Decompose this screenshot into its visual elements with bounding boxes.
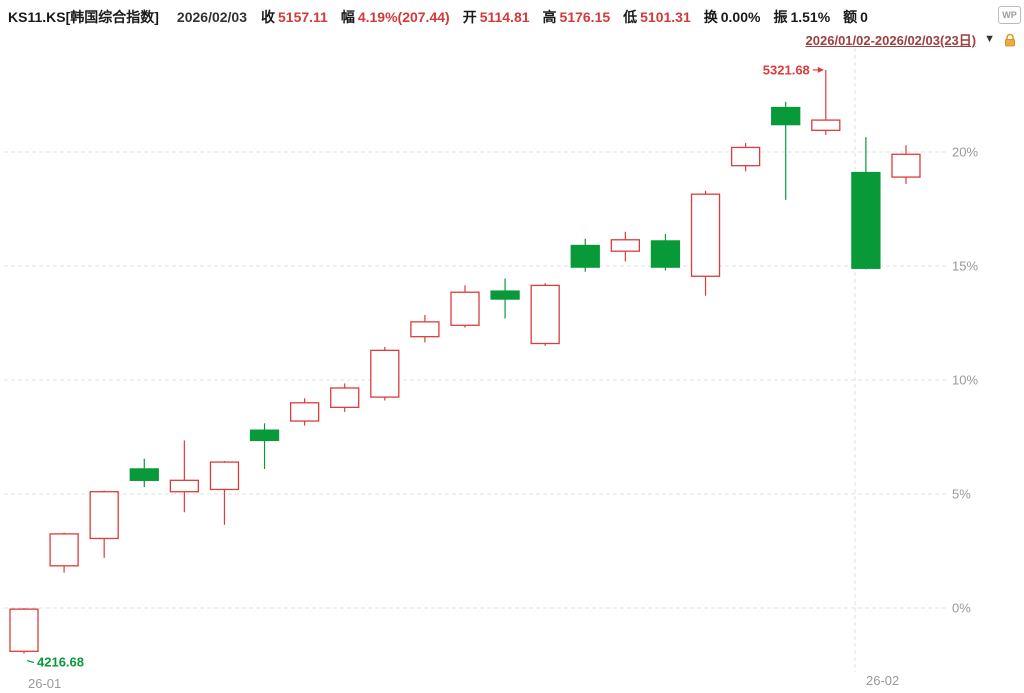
svg-text:0%: 0% — [952, 601, 971, 616]
quote-field-高: 高 5176.15 — [542, 9, 611, 25]
quote-field-幅: 幅 4.19%(207.44) — [340, 9, 450, 25]
quote-field-收: 收 5157.11 — [261, 9, 328, 25]
svg-text:26-02: 26-02 — [866, 673, 899, 688]
quote-fields: 收 5157.11 幅 4.19%(207.44) 开 5114.81 高 5176.15 低 5… — [261, 9, 881, 25]
svg-text:20%: 20% — [952, 145, 978, 160]
svg-text:15%: 15% — [952, 259, 978, 274]
quote-field-换: 换 0.00% — [703, 9, 761, 25]
svg-text:26-01: 26-01 — [28, 676, 61, 691]
svg-text:10%: 10% — [952, 373, 978, 388]
quote-field-开: 开 5114.81 — [462, 9, 530, 25]
range-row: 2026/01/02-2026/02/03(23日) ▼ — [806, 30, 1017, 49]
chevron-down-icon[interactable]: ▼ — [984, 33, 995, 45]
svg-text:5321.68: 5321.68 — [763, 62, 810, 77]
date-range-link[interactable]: 2026/01/02-2026/02/03(23日) — [805, 33, 977, 48]
svg-text:4216.68: 4216.68 — [37, 655, 84, 670]
lock-icon[interactable] — [1003, 33, 1017, 47]
svg-text:5%: 5% — [952, 487, 971, 502]
symbol-title: KS11.KS[韩国综合指数] — [8, 9, 159, 25]
quote-date: 2026/02/03 — [176, 9, 247, 25]
quote-field-振: 振 1.51% — [773, 9, 831, 25]
quote-field-低: 低 5101.31 — [623, 9, 691, 25]
quote-bar: KS11.KS[韩国综合指数] 2026/02/03 收 5157.11 幅 4.19%(… — [8, 7, 881, 27]
wp-logo-icon[interactable]: WP — [998, 6, 1021, 24]
